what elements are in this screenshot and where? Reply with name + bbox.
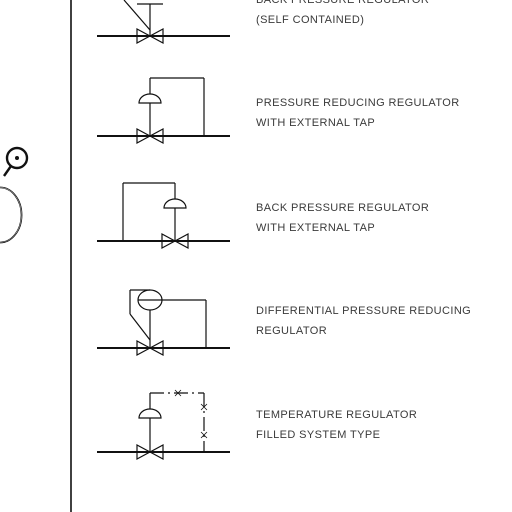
- label-line2: FILLED SYSTEM TYPE: [256, 429, 381, 441]
- label-line2: WITH EXTERNAL TAP: [256, 117, 376, 129]
- symbol-differential: [97, 289, 230, 357]
- label-line1: BACK PRESSURE REGULATOR: [256, 202, 430, 214]
- label-temperature: TEMPERATURE REGULATOR FILLED SYSTEM TYPE: [256, 405, 417, 445]
- label-line1: TEMPERATURE REGULATOR: [256, 409, 418, 421]
- label-line1: BACK PRESSURE REGULATOR: [256, 0, 430, 6]
- label-pressure-reducing-ext: PRESSURE REDUCING REGULATOR WITH EXTERNA…: [256, 93, 460, 133]
- symbol-back-pressure-ext: [97, 182, 230, 250]
- label-line2: (SELF CONTAINED): [256, 14, 365, 26]
- label-back-pressure-self: BACK PRESSURE REGULATOR (SELF CONTAINED): [256, 0, 429, 30]
- symbol-back-pressure-self: [97, 0, 230, 45]
- label-back-pressure-ext: BACK PRESSURE REGULATOR WITH EXTERNAL TA…: [256, 198, 429, 238]
- label-line2: REGULATOR: [256, 325, 328, 337]
- label-line2: WITH EXTERNAL TAP: [256, 222, 376, 234]
- symbol-pressure-reducing-ext: [97, 77, 230, 145]
- label-line1: PRESSURE REDUCING REGULATOR: [256, 97, 460, 109]
- symbol-temperature: [97, 389, 230, 461]
- partial-symbol: [0, 146, 29, 244]
- label-differential: DIFFERENTIAL PRESSURE REDUCING REGULATOR: [256, 301, 471, 341]
- label-line1: DIFFERENTIAL PRESSURE REDUCING: [256, 305, 472, 317]
